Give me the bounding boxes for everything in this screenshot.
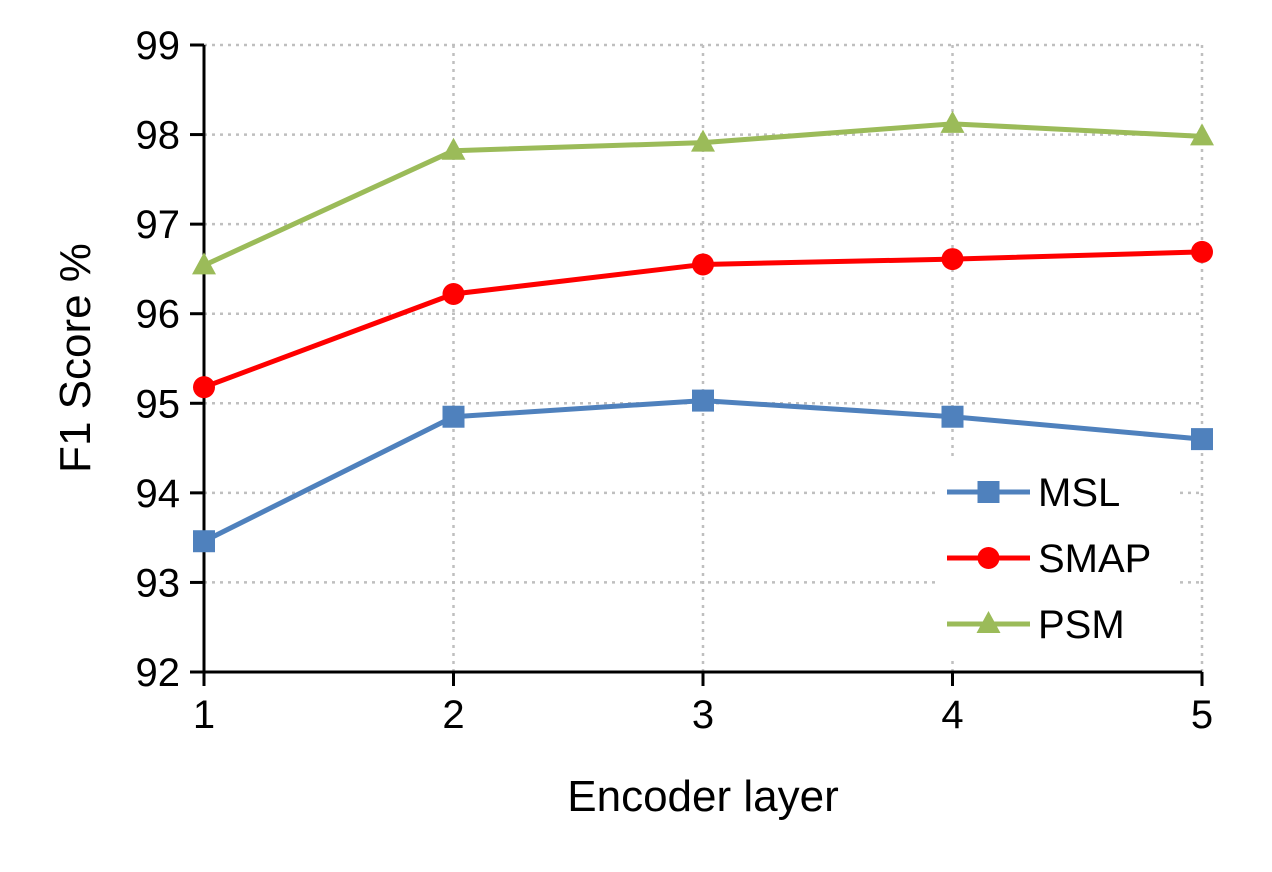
data-point-smap (1191, 240, 1213, 263)
data-point-psm (441, 137, 466, 160)
data-point-smap (442, 283, 465, 306)
y-axis-title: F1 Score % (51, 243, 100, 473)
labels-layer: 92 93 94 95 96 97 98 99 1 2 3 4 5 (136, 24, 1214, 737)
data-point-msl (941, 405, 964, 428)
x-tick-label: 3 (692, 693, 714, 737)
data-point-smap (941, 248, 964, 271)
y-tick-label: 92 (136, 651, 181, 695)
legend-label-psm: PSM (1038, 603, 1125, 647)
series-layer (192, 110, 1214, 553)
x-axis-title: Encoder layer (567, 772, 838, 821)
y-tick-label: 97 (136, 203, 181, 247)
legend-label-msl: MSL (1038, 471, 1120, 515)
legend: MSL SMAP PSM (935, 458, 1175, 658)
data-point-msl (1191, 428, 1213, 451)
y-tick-label: 96 (136, 293, 181, 337)
data-point-psm (940, 110, 965, 133)
legend-marker-psm (976, 611, 1001, 633)
data-point-msl (442, 405, 465, 428)
data-point-psm (192, 252, 216, 275)
y-tick-label: 93 (136, 561, 181, 605)
y-tick-label: 98 (136, 114, 181, 158)
legend-marker-smap (977, 547, 1000, 569)
data-point-smap (692, 253, 714, 276)
data-point-smap (193, 376, 215, 399)
x-tick-label: 1 (193, 693, 215, 737)
x-tick-label: 5 (1191, 693, 1213, 737)
y-tick-label: 94 (136, 472, 181, 516)
axes-layer (190, 43, 1204, 686)
data-point-msl (692, 389, 714, 412)
x-tick-label: 4 (941, 693, 963, 737)
legend-label-smap: SMAP (1038, 537, 1151, 581)
data-point-psm (1190, 123, 1214, 146)
legend-marker-msl (977, 481, 1000, 503)
y-tick-label: 99 (136, 24, 181, 68)
y-tick-label: 95 (136, 382, 181, 426)
data-point-msl (193, 530, 215, 553)
x-tick-label: 2 (442, 693, 464, 737)
data-point-psm (691, 129, 715, 152)
